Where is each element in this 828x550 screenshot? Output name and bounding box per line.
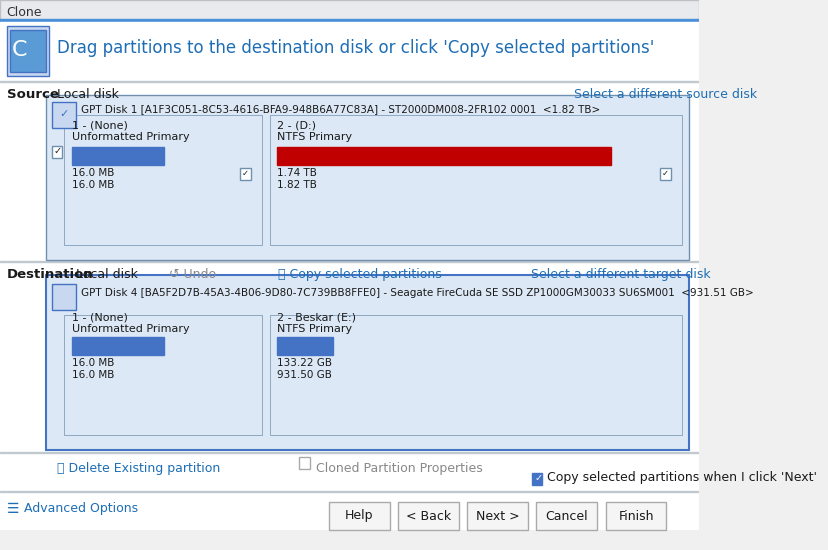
Text: Drag partitions to the destination disk or click 'Copy selected partitions': Drag partitions to the destination disk … bbox=[57, 39, 654, 57]
Text: Source: Source bbox=[7, 88, 59, 101]
Bar bbox=[46, 275, 688, 450]
Bar bbox=[270, 115, 681, 245]
Bar bbox=[52, 146, 62, 158]
Text: GPT Disk 4 [BA5F2D7B-45A3-4B06-9D80-7C739BB8FFE0] - Seagate FireCuda SE SSD ZP10: GPT Disk 4 [BA5F2D7B-45A3-4B06-9D80-7C73… bbox=[81, 288, 753, 298]
Text: Unformatted Primary: Unformatted Primary bbox=[71, 132, 189, 142]
Bar bbox=[532, 473, 542, 485]
Text: Advanced Options: Advanced Options bbox=[23, 502, 137, 515]
Text: ☰: ☰ bbox=[7, 502, 23, 516]
Text: 1.74 TB: 1.74 TB bbox=[277, 168, 316, 178]
Text: Local disk: Local disk bbox=[76, 268, 137, 281]
Bar bbox=[329, 502, 389, 530]
Text: 2 - (D:): 2 - (D:) bbox=[277, 120, 315, 130]
Bar bbox=[71, 147, 164, 165]
Text: 931.50 GB: 931.50 GB bbox=[277, 370, 331, 380]
Text: 1 - (None): 1 - (None) bbox=[71, 312, 128, 322]
Bar bbox=[0, 22, 699, 80]
Bar bbox=[0, 19, 699, 22]
Text: ↺ Undo: ↺ Undo bbox=[169, 268, 215, 281]
Text: Destination: Destination bbox=[7, 268, 94, 281]
Text: 2 - Beskar (E:): 2 - Beskar (E:) bbox=[277, 312, 355, 322]
Bar bbox=[536, 502, 596, 530]
Text: 1 - (None): 1 - (None) bbox=[71, 120, 128, 130]
Text: Local disk: Local disk bbox=[57, 88, 119, 101]
Text: 1.82 TB: 1.82 TB bbox=[277, 180, 316, 190]
Text: Select a different target disk: Select a different target disk bbox=[531, 268, 710, 281]
Bar bbox=[52, 102, 76, 128]
Text: 16.0 MB: 16.0 MB bbox=[71, 370, 114, 380]
Bar bbox=[467, 502, 527, 530]
Bar bbox=[0, 530, 699, 550]
Text: ✓: ✓ bbox=[53, 146, 61, 156]
Bar bbox=[46, 95, 688, 260]
Bar bbox=[7, 26, 49, 76]
Bar bbox=[0, 0, 699, 20]
Bar bbox=[0, 491, 699, 492]
Text: GPT Disk 1 [A1F3C051-8C53-4616-BFA9-948B6A77C83A] - ST2000DM008-2FR102 0001  <1.: GPT Disk 1 [A1F3C051-8C53-4616-BFA9-948B… bbox=[81, 104, 599, 114]
Bar bbox=[71, 337, 164, 355]
Text: Finish: Finish bbox=[618, 509, 653, 522]
Bar bbox=[660, 168, 670, 180]
Text: Cancel: Cancel bbox=[545, 509, 587, 522]
Text: 16.0 MB: 16.0 MB bbox=[71, 180, 114, 190]
Text: Select a different source disk: Select a different source disk bbox=[573, 88, 756, 101]
Text: Next >: Next > bbox=[475, 509, 519, 522]
Bar bbox=[0, 81, 699, 82]
Text: Copy selected partitions when I click 'Next': Copy selected partitions when I click 'N… bbox=[546, 471, 816, 485]
Text: 📋 Copy selected partitions: 📋 Copy selected partitions bbox=[278, 268, 441, 281]
Bar bbox=[240, 168, 250, 180]
Text: Unformatted Primary: Unformatted Primary bbox=[71, 324, 189, 334]
Bar bbox=[299, 457, 309, 469]
Bar bbox=[397, 502, 459, 530]
Text: C: C bbox=[12, 40, 27, 60]
Bar bbox=[270, 315, 681, 435]
Text: NTFS Primary: NTFS Primary bbox=[277, 132, 351, 142]
Text: ❌ Delete Existing partition: ❌ Delete Existing partition bbox=[57, 462, 220, 475]
Bar bbox=[277, 337, 333, 355]
Text: 133.22 GB: 133.22 GB bbox=[277, 358, 331, 368]
Text: Help: Help bbox=[344, 509, 373, 522]
Text: ✓: ✓ bbox=[60, 109, 69, 119]
Bar bbox=[0, 261, 699, 262]
Text: Cloned Partition Properties: Cloned Partition Properties bbox=[316, 462, 483, 475]
Bar bbox=[10, 30, 46, 72]
Bar bbox=[0, 452, 699, 453]
Bar bbox=[277, 147, 610, 165]
Bar bbox=[64, 315, 262, 435]
Bar bbox=[52, 284, 76, 310]
Text: 16.0 MB: 16.0 MB bbox=[71, 358, 114, 368]
Bar bbox=[605, 502, 666, 530]
Text: NTFS Primary: NTFS Primary bbox=[277, 324, 351, 334]
Text: ✓: ✓ bbox=[662, 168, 668, 178]
Text: < Back: < Back bbox=[406, 509, 450, 522]
Text: 16.0 MB: 16.0 MB bbox=[71, 168, 114, 178]
Text: ✓: ✓ bbox=[242, 168, 248, 178]
Text: ✓: ✓ bbox=[533, 473, 542, 483]
Bar bbox=[64, 115, 262, 245]
Text: Clone: Clone bbox=[7, 6, 42, 19]
